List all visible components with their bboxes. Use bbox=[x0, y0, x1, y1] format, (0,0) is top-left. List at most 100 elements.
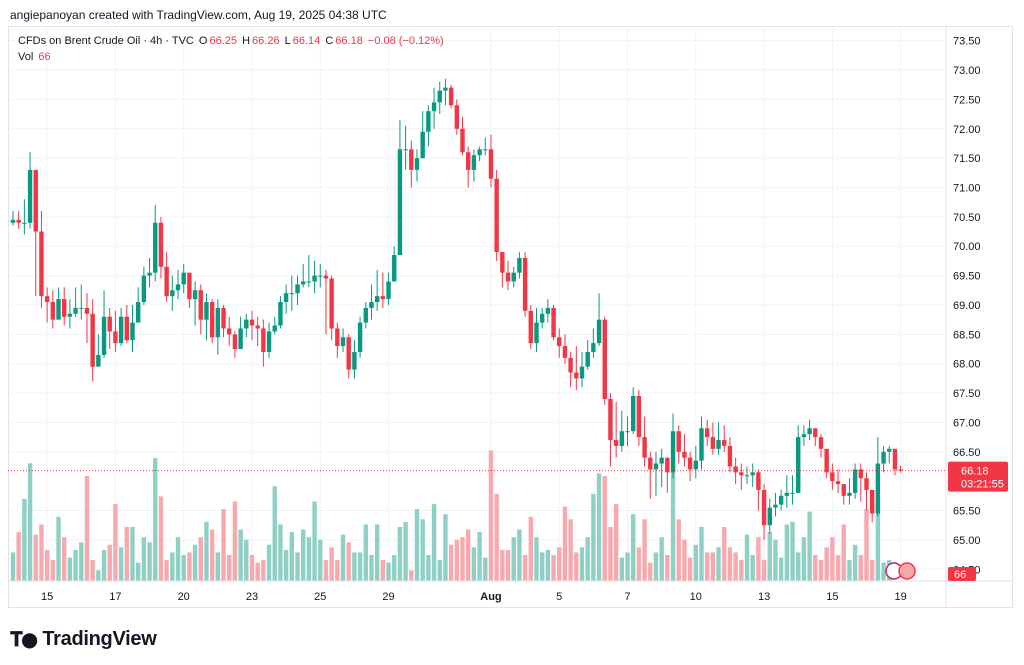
tradingview-logo[interactable]: 𝐓● TradingView bbox=[10, 627, 157, 651]
candle-body bbox=[631, 396, 636, 432]
candle-body bbox=[266, 331, 272, 352]
volume-bar bbox=[574, 552, 579, 581]
candle-body bbox=[813, 428, 818, 438]
candle-body bbox=[192, 290, 198, 300]
volume-bar bbox=[170, 552, 175, 581]
volume-bar bbox=[244, 539, 249, 581]
volume-bar bbox=[500, 549, 505, 581]
bar-countdown: 03:21:55 bbox=[961, 479, 1004, 491]
candle-body bbox=[739, 472, 744, 476]
candle-body bbox=[10, 219, 16, 223]
candle-body bbox=[699, 428, 704, 461]
legend-volume-row: Vol 66 bbox=[18, 49, 446, 65]
legend-open: 66.25 bbox=[209, 35, 238, 47]
volume-bar bbox=[409, 570, 414, 581]
volume-bar bbox=[306, 537, 312, 581]
volume-bar bbox=[636, 547, 642, 581]
candle-body bbox=[232, 334, 238, 350]
volume-bar bbox=[733, 552, 738, 581]
price-chart[interactable]: 73.50 73.00 72.50 72.00 71.50 71.00 70.50 70.00… bbox=[8, 26, 1013, 608]
y-tick-label: 65.00 bbox=[953, 535, 981, 547]
volume-bar bbox=[278, 524, 283, 581]
y-tick-label: 68.50 bbox=[953, 329, 981, 341]
candle-body bbox=[602, 319, 607, 399]
volume-bar bbox=[10, 552, 16, 581]
candle-body bbox=[579, 366, 585, 379]
candle-body bbox=[392, 255, 397, 282]
tradingview-logo-text: TradingView bbox=[42, 627, 157, 650]
volume-bar bbox=[466, 529, 471, 581]
candle-body bbox=[62, 299, 67, 317]
volume-bar bbox=[39, 524, 44, 581]
candle-body bbox=[869, 489, 875, 514]
candle-body bbox=[153, 222, 158, 273]
candle-body bbox=[636, 396, 642, 438]
volume-bar bbox=[118, 547, 124, 581]
candle-body bbox=[209, 302, 215, 338]
volume-bar bbox=[596, 473, 602, 581]
candle-body bbox=[852, 469, 858, 493]
volume-bar bbox=[722, 526, 727, 581]
y-tick-label: 66.50 bbox=[953, 447, 981, 459]
legend-vol-label[interactable]: Vol bbox=[18, 51, 34, 63]
candle-body bbox=[175, 284, 181, 291]
volume-bar bbox=[790, 521, 795, 581]
y-tick-label: 72.00 bbox=[953, 124, 981, 136]
volume-bar bbox=[881, 562, 886, 581]
candle-body bbox=[56, 299, 61, 320]
candle-body bbox=[710, 437, 716, 449]
legend-symbol[interactable]: CFDs on Brent Crude Oil · 4h · TVC bbox=[18, 35, 194, 47]
volume-bar bbox=[96, 570, 101, 581]
volume-bar bbox=[187, 552, 192, 581]
candle-body bbox=[676, 431, 681, 452]
candle-body bbox=[875, 463, 881, 514]
volume-bar bbox=[830, 537, 835, 581]
x-tick-label: 20 bbox=[178, 591, 190, 603]
volume-bar bbox=[454, 539, 460, 581]
legend-low: 66.14 bbox=[292, 35, 321, 47]
volume-bar bbox=[374, 524, 380, 581]
candle-body bbox=[761, 489, 767, 526]
volume-bar bbox=[27, 463, 33, 581]
candle-body bbox=[801, 434, 807, 438]
volume-bar bbox=[90, 560, 95, 581]
candle-body bbox=[340, 337, 346, 347]
volume-bar bbox=[215, 552, 221, 581]
candle-body bbox=[215, 307, 221, 338]
volume-bar bbox=[130, 526, 135, 581]
volume-bar bbox=[420, 519, 425, 581]
volume-bar bbox=[773, 539, 778, 581]
candle-body bbox=[557, 337, 562, 347]
candle-body bbox=[289, 293, 295, 295]
legend-close-label: C bbox=[325, 35, 334, 47]
x-tick-label: 17 bbox=[109, 591, 121, 603]
volume-bar bbox=[585, 537, 590, 581]
candle-body bbox=[278, 302, 283, 326]
y-tick-label: 65.50 bbox=[953, 506, 981, 518]
x-tick-label: 10 bbox=[690, 591, 702, 603]
legend-close: 66.18 bbox=[335, 35, 363, 47]
candle-body bbox=[90, 313, 95, 367]
volume-bar bbox=[283, 549, 289, 581]
candle-body bbox=[807, 428, 812, 435]
volume-bar bbox=[579, 547, 585, 581]
candle-body bbox=[500, 252, 505, 273]
candle-body bbox=[283, 293, 289, 303]
x-tick-label: 25 bbox=[314, 591, 326, 603]
candle-body bbox=[84, 307, 90, 314]
y-tick-label: 68.00 bbox=[953, 359, 981, 371]
volume-bar bbox=[710, 552, 716, 581]
candle-body bbox=[443, 87, 448, 91]
legend-high-label: H bbox=[242, 35, 251, 47]
candle-body bbox=[397, 149, 403, 256]
candle-body bbox=[653, 463, 659, 470]
candle-body bbox=[380, 296, 386, 300]
candle-body bbox=[727, 445, 733, 467]
candle-body bbox=[101, 316, 107, 355]
candle-body bbox=[244, 319, 249, 329]
volume-bar bbox=[648, 562, 653, 581]
volume-bar bbox=[539, 552, 545, 581]
volume-bar bbox=[562, 506, 568, 581]
volume-bar bbox=[221, 509, 226, 581]
volume-bar bbox=[619, 557, 625, 581]
